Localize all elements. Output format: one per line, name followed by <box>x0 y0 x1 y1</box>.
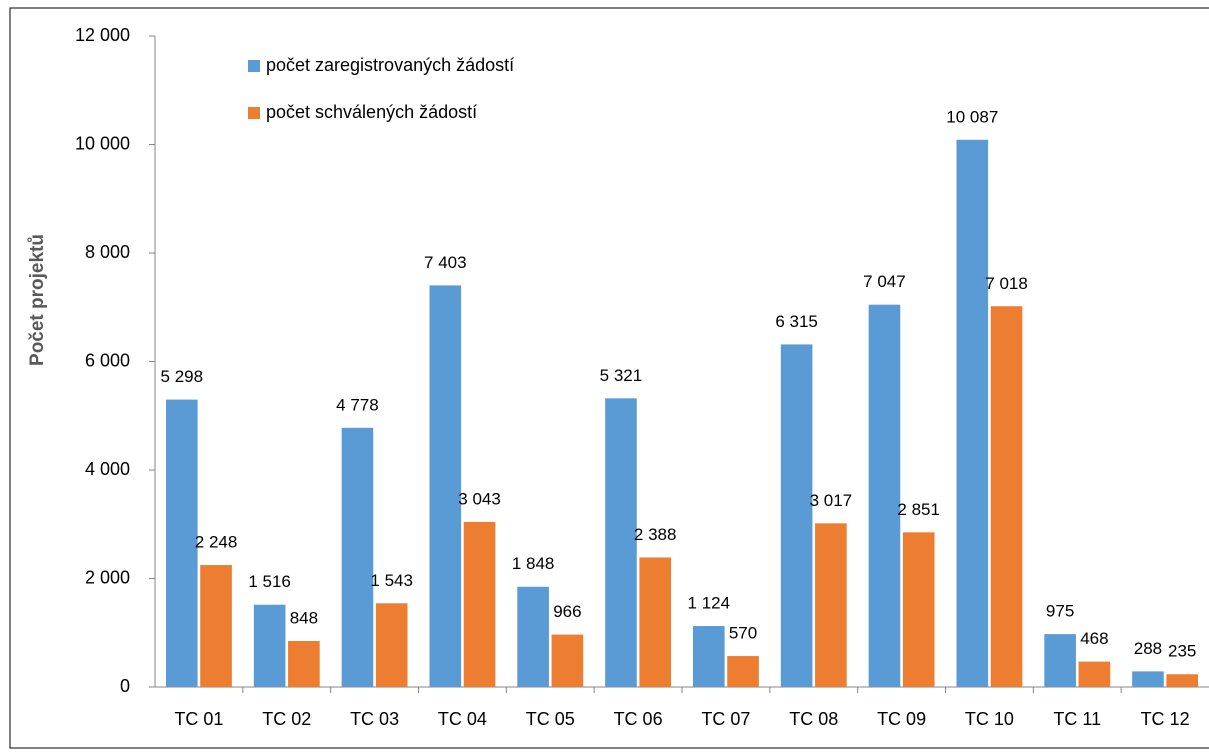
bar <box>639 557 672 687</box>
data-label: 7 018 <box>985 274 1028 293</box>
bar <box>341 427 374 687</box>
data-label: 5 298 <box>161 367 204 386</box>
legend-label: počet zaregistrovaných žádostí <box>266 55 514 75</box>
x-tick-label: TC 01 <box>174 709 223 729</box>
data-label: 848 <box>290 608 318 627</box>
bar <box>956 139 989 687</box>
data-label: 2 388 <box>634 525 677 544</box>
y-tick-label: 12 000 <box>75 25 130 45</box>
y-tick-label: 6 000 <box>85 350 130 370</box>
data-label: 7 403 <box>424 253 467 272</box>
x-tick-label: TC 06 <box>614 709 663 729</box>
bar <box>200 565 232 687</box>
data-label: 975 <box>1046 602 1074 621</box>
y-tick-label: 10 000 <box>75 133 130 153</box>
data-label: 1 848 <box>512 554 555 573</box>
data-label: 235 <box>1168 642 1196 661</box>
bar <box>375 603 408 687</box>
bar <box>902 532 935 687</box>
data-label: 1 516 <box>248 572 291 591</box>
legend-swatch <box>248 107 260 119</box>
data-label: 3 043 <box>458 489 501 508</box>
data-label: 10 087 <box>946 107 998 126</box>
bar <box>1132 671 1164 687</box>
y-tick-label: 4 000 <box>85 459 130 479</box>
x-tick-label: TC 12 <box>1141 709 1190 729</box>
data-label: 1 124 <box>688 594 731 613</box>
bar <box>165 399 198 687</box>
bar <box>727 656 759 687</box>
bar <box>1078 661 1111 687</box>
chart-frame <box>9 7 1209 749</box>
bar <box>253 604 286 687</box>
data-label: 3 017 <box>810 491 853 510</box>
data-label: 570 <box>729 624 757 643</box>
data-label: 2 851 <box>897 500 940 519</box>
data-label: 1 543 <box>370 571 413 590</box>
bar <box>517 586 549 687</box>
legend-swatch <box>248 60 260 72</box>
bar <box>990 306 1023 687</box>
x-tick-label: TC 04 <box>438 709 487 729</box>
bar <box>1044 634 1076 687</box>
data-label: 468 <box>1080 629 1108 648</box>
bar <box>692 626 725 687</box>
bar <box>605 398 637 687</box>
data-label: 4 778 <box>336 395 379 414</box>
bar <box>551 634 584 687</box>
data-label: 6 315 <box>775 312 818 331</box>
bar <box>429 285 462 687</box>
bar <box>868 304 901 687</box>
data-label: 966 <box>553 602 581 621</box>
x-tick-label: TC 05 <box>526 709 575 729</box>
data-label: 2 248 <box>195 533 238 552</box>
data-label: 7 047 <box>863 272 906 291</box>
x-tick-label: TC 02 <box>262 709 311 729</box>
x-tick-label: TC 09 <box>877 709 926 729</box>
x-tick-label: TC 10 <box>965 709 1014 729</box>
bar <box>1166 674 1199 687</box>
x-tick-label: TC 07 <box>701 709 750 729</box>
x-tick-label: TC 08 <box>789 709 838 729</box>
y-tick-label: 8 000 <box>85 242 130 262</box>
legend-label: počet schválených žádostí <box>266 102 477 122</box>
bar <box>815 523 847 687</box>
bar <box>780 344 813 687</box>
x-tick-label: TC 03 <box>350 709 399 729</box>
y-axis-label: Počet projektů <box>27 234 48 366</box>
x-tick-label: TC 11 <box>1053 709 1101 729</box>
y-tick-label: 2 000 <box>85 567 130 587</box>
bar <box>288 640 320 687</box>
data-label: 5 321 <box>600 366 643 385</box>
y-tick-label: 0 <box>120 676 130 696</box>
bar <box>463 521 496 687</box>
data-label: 288 <box>1134 639 1162 658</box>
